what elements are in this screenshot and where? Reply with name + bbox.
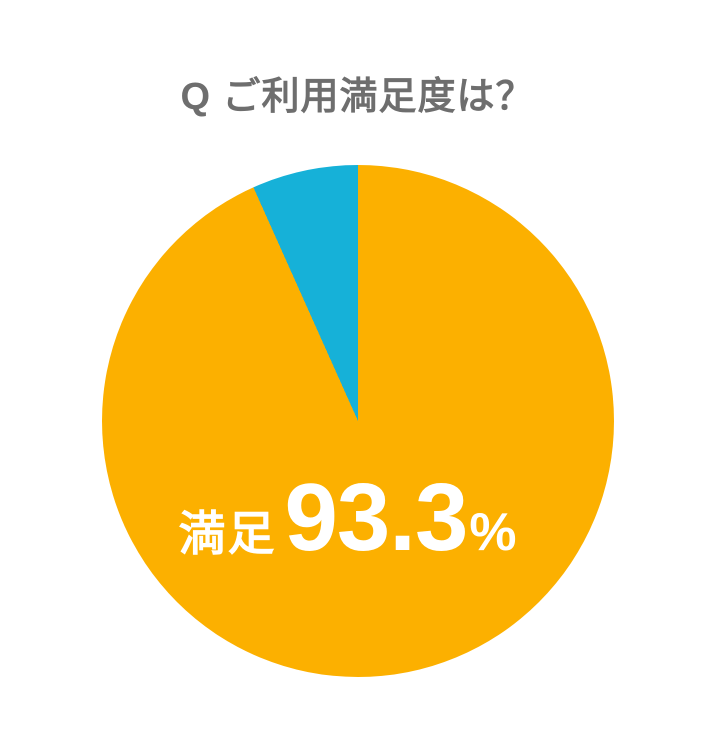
- center-label-category: 満足: [178, 507, 277, 560]
- center-label-value: 93.3: [284, 464, 469, 571]
- pie-chart: 満足 93.3 %: [101, 165, 614, 677]
- pie-center-label: 満足 93.3 %: [92, 470, 604, 566]
- center-label-percent-sign: %: [469, 503, 517, 562]
- chart-title: Q ご利用満足度は？: [180, 76, 535, 118]
